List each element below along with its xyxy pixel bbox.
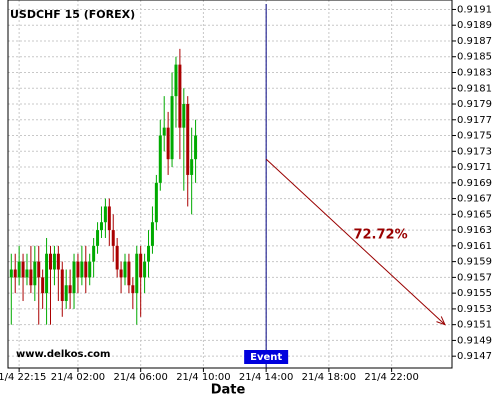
- candle-body: [135, 253, 139, 294]
- candle-body: [166, 127, 170, 160]
- candle-body: [96, 230, 100, 246]
- candle-body: [52, 253, 56, 270]
- candle-body: [158, 135, 162, 183]
- chart-title: USDCHF 15 (FOREX): [10, 8, 135, 21]
- y-tick-label: 0.9191: [457, 4, 492, 15]
- candle-body: [186, 104, 190, 175]
- candle-body: [76, 261, 80, 278]
- marks: [9, 4, 446, 368]
- candle-body: [25, 269, 29, 278]
- candle-body: [80, 261, 84, 278]
- candle-body: [13, 269, 17, 278]
- x-tick-label: 21/4 18:00: [302, 372, 356, 383]
- y-tick-label: 0.9167: [457, 194, 492, 205]
- y-tick-label: 0.9159: [457, 257, 492, 268]
- candle-body: [115, 245, 119, 270]
- watermark: www.delkos.com: [16, 349, 110, 360]
- candle-body: [170, 96, 174, 160]
- y-tick-label: 0.9153: [457, 304, 492, 315]
- projection-label: 72.72%: [353, 227, 407, 242]
- candle-body: [103, 206, 107, 223]
- y-tick-label: 0.9173: [457, 146, 492, 157]
- candle-body: [33, 261, 37, 286]
- candle-body: [49, 253, 53, 270]
- y-tick-label: 0.9165: [457, 209, 492, 220]
- x-tick-label: 21/4 22:15: [0, 372, 46, 383]
- y-tick-label: 0.9163: [457, 225, 492, 236]
- event-label: Event: [250, 352, 282, 363]
- candle-body: [150, 222, 154, 246]
- x-axis-label: Date: [211, 383, 246, 398]
- candle-body: [9, 269, 13, 278]
- candle-body: [60, 269, 64, 302]
- candle-body: [182, 104, 186, 128]
- x-tick-label: 21/4 10:00: [176, 372, 230, 383]
- candle-body: [68, 285, 72, 294]
- candle-body: [178, 64, 182, 128]
- candle-body: [64, 285, 68, 302]
- candle-body: [72, 261, 76, 294]
- y-tick-label: 0.9157: [457, 272, 492, 283]
- candle-body: [147, 245, 151, 262]
- candle-body: [107, 206, 111, 231]
- candle-body: [41, 277, 45, 294]
- candle-body: [131, 285, 135, 294]
- candle-body: [37, 261, 41, 278]
- candle-body: [92, 245, 96, 262]
- y-tick-label: 0.9171: [457, 162, 492, 173]
- candle-body: [143, 261, 147, 278]
- y-tick-label: 0.9147: [457, 351, 492, 362]
- y-tick-label: 0.9151: [457, 320, 492, 331]
- projection-arrow: [265, 158, 446, 326]
- y-tick-label: 0.9183: [457, 67, 492, 78]
- arrow-head: [436, 316, 446, 326]
- candle-body: [174, 64, 178, 97]
- candle-body: [56, 253, 60, 270]
- candle-body: [194, 135, 198, 160]
- event-badge: [244, 350, 289, 364]
- x-tick-label: 21/4 02:00: [51, 372, 105, 383]
- candle-body: [127, 261, 131, 286]
- y-tick-label: 0.9175: [457, 131, 492, 142]
- candle-body: [139, 253, 143, 278]
- candle-body: [123, 261, 127, 278]
- x-tick-label: 21/4 22:00: [364, 372, 418, 383]
- y-tick-label: 0.9189: [457, 20, 492, 31]
- y-tick-label: 0.9169: [457, 178, 492, 189]
- candle-body: [99, 222, 103, 231]
- candle-body: [21, 261, 25, 278]
- y-tick-label: 0.9177: [457, 115, 492, 126]
- candle-body: [111, 230, 115, 246]
- y-tick-label: 0.9161: [457, 241, 492, 252]
- candle-body: [84, 261, 88, 278]
- y-tick-label: 0.9185: [457, 52, 492, 63]
- x-tick-label: 21/4 06:00: [113, 372, 167, 383]
- y-tick-label: 0.9179: [457, 99, 492, 110]
- candle-body: [154, 182, 158, 223]
- y-tick-label: 0.9181: [457, 83, 492, 94]
- y-tick-label: 0.9149: [457, 335, 492, 346]
- candle-body: [17, 261, 21, 278]
- x-tick-label: 21/4 14:00: [239, 372, 293, 383]
- candle-body: [45, 253, 49, 294]
- candle-body: [162, 127, 166, 136]
- candle-body: [29, 269, 33, 286]
- candle-body: [119, 269, 123, 278]
- plot-border: [7, 0, 453, 369]
- candle-body: [190, 159, 194, 175]
- y-tick-label: 0.9187: [457, 36, 492, 47]
- y-tick-label: 0.9155: [457, 288, 492, 299]
- candle-body: [88, 261, 92, 278]
